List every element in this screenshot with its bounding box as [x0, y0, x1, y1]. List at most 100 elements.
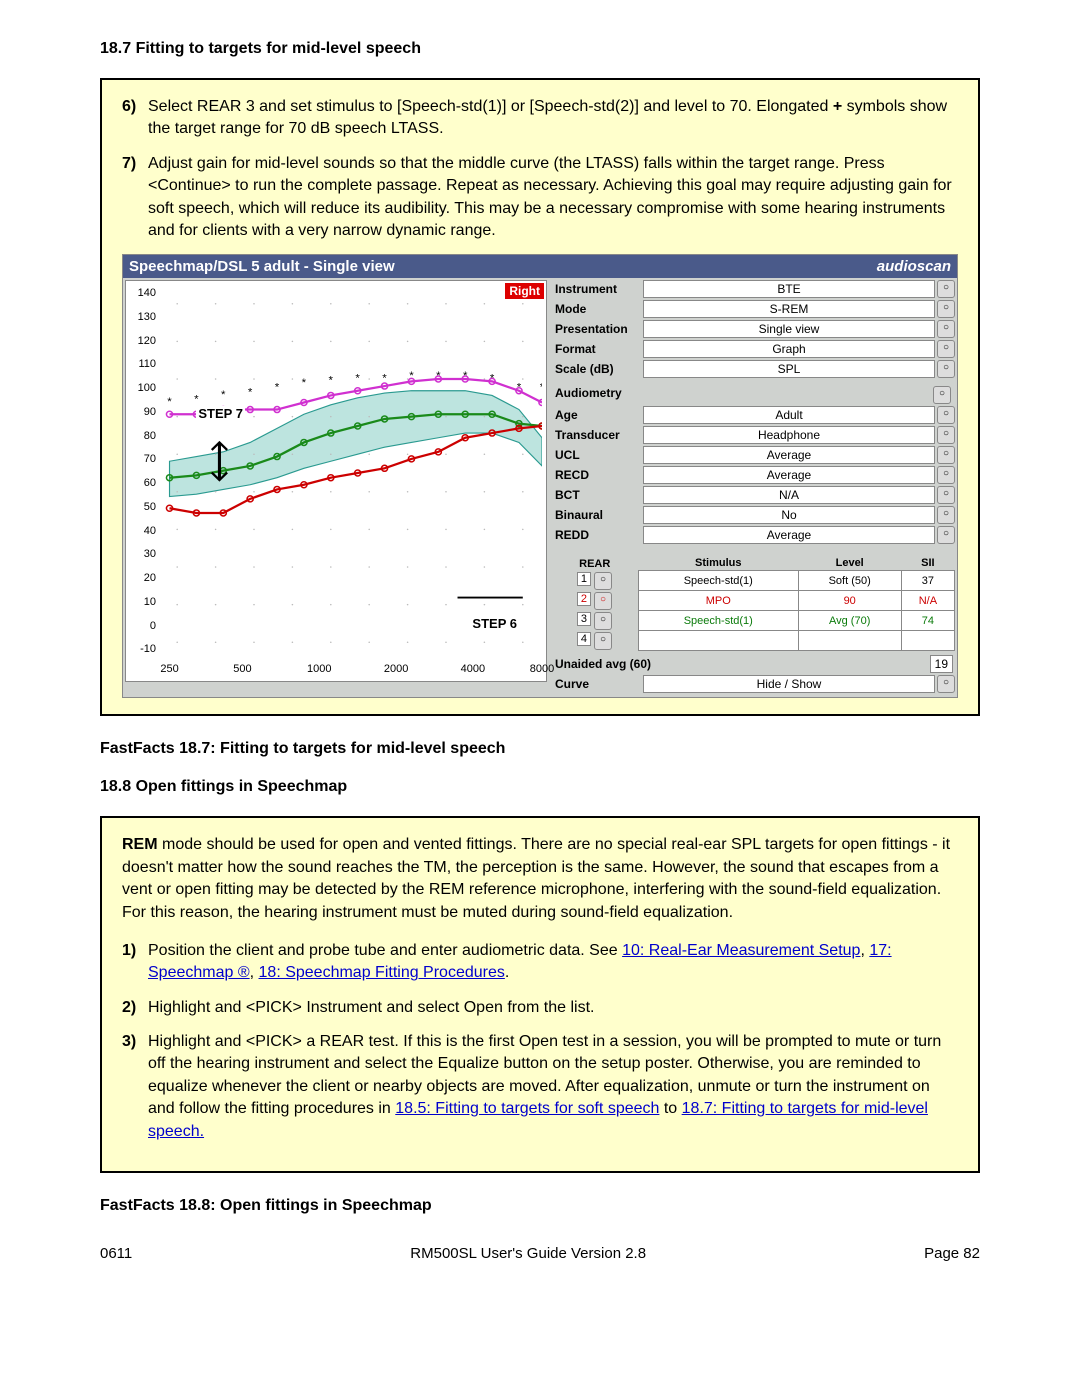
rear-table: REARStimulusLevelSII1 ○Speech-std(1)Soft…: [551, 556, 955, 651]
panel-value[interactable]: Single view: [643, 320, 935, 338]
step-number: 2): [122, 997, 148, 1019]
panel-value[interactable]: Adult: [643, 406, 935, 424]
panel-value[interactable]: No: [643, 506, 935, 524]
x-tick: 500: [233, 663, 251, 675]
panel-label: BCT: [551, 488, 643, 502]
step-number: 1): [122, 940, 148, 985]
panel-button[interactable]: ○: [937, 406, 955, 424]
chart-area: -100102030405060708090100110120130140 **…: [125, 280, 547, 682]
panel-button[interactable]: ○: [937, 426, 955, 444]
y-tick: 0: [150, 620, 156, 632]
svg-text:*: *: [302, 377, 307, 389]
page-footer: 0611 RM500SL User's Guide Version 2.8 Pa…: [100, 1245, 980, 1262]
box-188: REM mode should be used for open and ven…: [100, 816, 980, 1173]
panel-button[interactable]: ○: [937, 300, 955, 318]
audiometry-section-header: Audiometry ○: [551, 380, 955, 406]
svg-text:*: *: [409, 370, 414, 382]
panel-value[interactable]: Headphone: [643, 426, 935, 444]
step-item: 1)Position the client and probe tube and…: [122, 940, 958, 985]
y-tick: 140: [138, 287, 156, 299]
rear-header: SII: [901, 556, 954, 571]
panel-row: RECDAverage○: [551, 466, 955, 484]
panel-row: UCLAverage○: [551, 446, 955, 464]
panel-row: BinauralNo○: [551, 506, 955, 524]
panel-row: InstrumentBTE○: [551, 280, 955, 298]
y-tick: 20: [144, 572, 156, 584]
panel-value[interactable]: N/A: [643, 486, 935, 504]
fastfacts-188: FastFacts 18.8: Open fittings in Speechm…: [100, 1197, 980, 1215]
svg-text:*: *: [329, 375, 334, 387]
x-tick: 2000: [384, 663, 408, 675]
x-tick: 4000: [461, 663, 485, 675]
steps-box2: 1)Position the client and probe tube and…: [122, 940, 958, 1143]
section-heading-187: 18.7 Fitting to targets for mid-level sp…: [100, 40, 980, 58]
rear-row: 2 ○MPO90N/A: [551, 591, 955, 611]
panel-value[interactable]: S-REM: [643, 300, 935, 318]
panel-value[interactable]: SPL: [643, 360, 935, 378]
y-tick: 30: [144, 548, 156, 560]
curve-value[interactable]: Hide / Show: [643, 675, 935, 693]
step-item: 6)Select REAR 3 and set stimulus to [Spe…: [122, 96, 958, 141]
rear-num-cell[interactable]: 3 ○: [551, 611, 638, 631]
svg-text:*: *: [248, 387, 253, 399]
panel-value[interactable]: Graph: [643, 340, 935, 358]
panel-row: BCTN/A○: [551, 486, 955, 504]
panel-button[interactable]: ○: [937, 446, 955, 464]
panel-row: FormatGraph○: [551, 340, 955, 358]
panel-button[interactable]: ○: [937, 486, 955, 504]
panel-button[interactable]: ○: [937, 526, 955, 544]
svg-text:*: *: [540, 382, 542, 394]
y-tick: 10: [144, 596, 156, 608]
curve-button[interactable]: ○: [937, 675, 955, 693]
rear-cell: [638, 631, 798, 651]
panel-label: Mode: [551, 302, 643, 316]
svg-text:*: *: [463, 370, 468, 382]
x-tick: 1000: [307, 663, 331, 675]
panel-button[interactable]: ○: [937, 340, 955, 358]
panel-label: Transducer: [551, 428, 643, 442]
panel-label: Binaural: [551, 508, 643, 522]
rear-num-cell[interactable]: 4 ○: [551, 631, 638, 651]
panel-button[interactable]: ○: [937, 280, 955, 298]
y-tick: 130: [138, 311, 156, 323]
step-text: Highlight and <PICK> Instrument and sele…: [148, 997, 594, 1019]
panel-button[interactable]: ○: [937, 320, 955, 338]
rear-num-cell[interactable]: 2 ○: [551, 591, 638, 611]
section-heading-188: 18.8 Open fittings in Speechmap: [100, 778, 980, 796]
panel-row: AgeAdult○: [551, 406, 955, 424]
y-tick: 100: [138, 382, 156, 394]
fastfacts-187: FastFacts 18.7: Fitting to targets for m…: [100, 740, 980, 758]
step7-label: STEP 7: [196, 406, 245, 421]
panel-row: Scale (dB)SPL○: [551, 360, 955, 378]
panel-button[interactable]: ○: [937, 360, 955, 378]
speechmap-screenshot: Speechmap/DSL 5 adult - Single view audi…: [122, 254, 958, 698]
panel-value[interactable]: BTE: [643, 280, 935, 298]
panel-value[interactable]: Average: [643, 446, 935, 464]
rear-num-cell[interactable]: 1 ○: [551, 571, 638, 591]
settings-panel: InstrumentBTE○ModeS-REM○PresentationSing…: [549, 278, 957, 697]
panel-label: Format: [551, 342, 643, 356]
rear-cell: N/A: [901, 591, 954, 611]
svg-text:*: *: [490, 373, 495, 385]
rear-cell: 74: [901, 611, 954, 631]
rear-header: Stimulus: [638, 556, 798, 571]
step-number: 6): [122, 96, 148, 141]
rear-row: 1 ○Speech-std(1)Soft (50)37: [551, 571, 955, 591]
svg-text:*: *: [167, 396, 172, 408]
y-tick: 120: [138, 335, 156, 347]
svg-text:*: *: [355, 373, 360, 385]
y-tick: 80: [144, 430, 156, 442]
x-axis: 2505001000200040008000: [158, 663, 542, 679]
svg-text:*: *: [194, 394, 199, 406]
y-tick: 40: [144, 525, 156, 537]
step-item: 2)Highlight and <PICK> Instrument and se…: [122, 997, 958, 1019]
panel-row: PresentationSingle view○: [551, 320, 955, 338]
footer-center: RM500SL User's Guide Version 2.8: [410, 1245, 646, 1262]
footer-left: 0611: [100, 1245, 132, 1262]
audiometry-button[interactable]: ○: [933, 386, 951, 404]
y-tick: 90: [144, 406, 156, 418]
panel-value[interactable]: Average: [643, 466, 935, 484]
panel-value[interactable]: Average: [643, 526, 935, 544]
panel-button[interactable]: ○: [937, 466, 955, 484]
panel-button[interactable]: ○: [937, 506, 955, 524]
